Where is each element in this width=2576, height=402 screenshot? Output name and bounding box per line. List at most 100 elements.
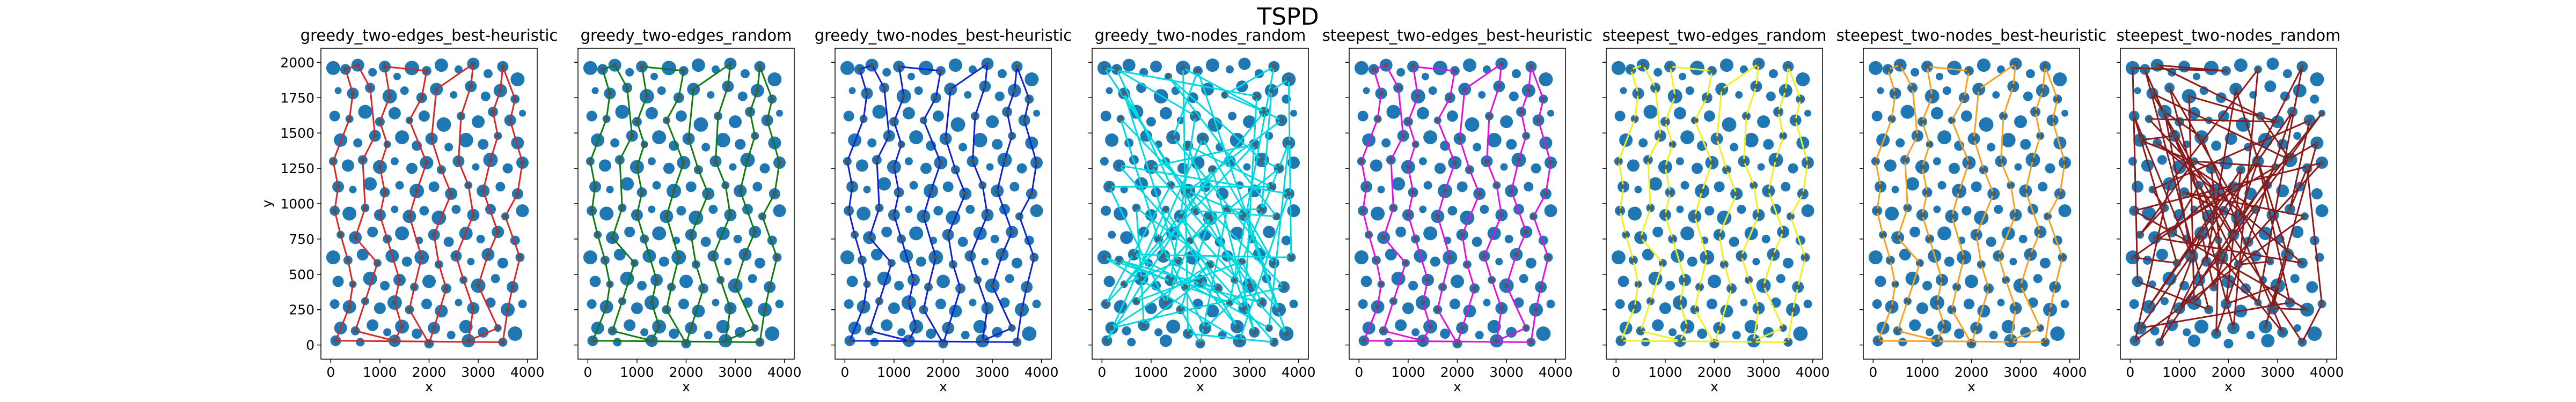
- tour-vertex: [1543, 191, 1548, 197]
- scatter-point: [1898, 338, 1907, 347]
- tour-vertex: [1766, 188, 1771, 193]
- scatter-point: [1803, 300, 1812, 309]
- tour-vertex: [887, 133, 892, 138]
- tour-vertex: [502, 214, 508, 219]
- tour-vertex: [2167, 85, 2172, 91]
- tour-vertex: [906, 338, 911, 344]
- tour-vertex: [1188, 238, 1193, 243]
- tour-vertex: [1915, 133, 1920, 138]
- x-tick-label: 3000: [2260, 364, 2295, 380]
- tour-vertex: [2236, 262, 2241, 267]
- tour-vertex: [1175, 259, 1181, 264]
- tour-vertex: [1254, 94, 1260, 99]
- scatter-point: [589, 276, 601, 287]
- tour-vertex: [385, 236, 390, 242]
- x-tick-label: 0: [1355, 364, 1363, 380]
- tour-vertex: [1893, 281, 1898, 287]
- tour-vertex: [767, 285, 772, 290]
- scatter-point: [1206, 304, 1219, 318]
- tour-vertex: [684, 341, 689, 346]
- scatter-points: [1868, 57, 2072, 348]
- scatter-point: [341, 159, 354, 172]
- tour-vertex: [2047, 307, 2053, 312]
- tour-vertex: [2040, 88, 2045, 93]
- tour-vertex: [1636, 281, 1641, 287]
- tour-vertex: [2169, 229, 2175, 235]
- scatter-point: [957, 236, 968, 247]
- tour-vertex: [1648, 299, 1653, 304]
- tour-vertex: [921, 117, 926, 123]
- tour-vertex: [691, 86, 696, 92]
- tour-vertex: [1949, 214, 1955, 219]
- scatter-point: [400, 86, 409, 95]
- tour-vertex: [748, 109, 753, 115]
- scatter-point: [1680, 181, 1689, 190]
- tour-vertex: [1632, 116, 1637, 122]
- x-tick-label: 2000: [1440, 364, 1475, 380]
- tour-vertex: [777, 160, 782, 166]
- scatter-point: [877, 177, 891, 191]
- scatter-point: [857, 206, 871, 221]
- scatter-point: [1871, 110, 1883, 122]
- scatter-point: [754, 257, 765, 269]
- scatter-point: [1960, 110, 1972, 122]
- scatter-point: [1381, 138, 1391, 148]
- scatter-point: [1706, 299, 1717, 310]
- tour-vertex: [1873, 159, 1878, 164]
- subplot-7: steepest_two-nodes_best-heuristic 0 1000 20…: [1836, 26, 2106, 394]
- scatter-point: [997, 69, 1007, 78]
- tour-vertex: [2214, 188, 2219, 193]
- tour-vertex: [1528, 339, 1534, 345]
- scatter-point: [2192, 72, 2200, 80]
- scatter-point: [1691, 162, 1703, 174]
- tour-vertex: [1227, 300, 1232, 306]
- scatter-point: [330, 299, 340, 309]
- tour-vertex: [911, 277, 917, 282]
- tour-vertex: [649, 338, 654, 344]
- scatter-point: [1230, 226, 1244, 240]
- tour-vertex: [1524, 133, 1529, 138]
- tour-vertex: [2023, 188, 2028, 193]
- scatter-point: [1781, 182, 1791, 192]
- x-tick-label: 1000: [2162, 364, 2197, 380]
- tour-vertex: [2010, 84, 2016, 89]
- scatter-point: [648, 205, 656, 213]
- scatter-point: [1033, 109, 1041, 117]
- tour-vertex: [1924, 64, 1930, 69]
- scatter-point: [2053, 72, 2067, 86]
- scatter-point: [1423, 226, 1438, 241]
- scatter-point: [1643, 105, 1658, 119]
- scatter-point: [1009, 182, 1020, 192]
- tour-vertex: [891, 164, 897, 169]
- tour-vertex: [331, 159, 336, 164]
- scatter-point: [1122, 326, 1131, 336]
- scatter-point: [1500, 115, 1513, 129]
- scatter-point: [950, 117, 965, 132]
- tour-vertex: [630, 133, 635, 138]
- scatter-point: [2310, 94, 2319, 104]
- tour-vertex: [963, 191, 968, 197]
- tour-vertex: [2155, 63, 2160, 68]
- scatter-point: [606, 185, 614, 193]
- scatter-point: [1159, 107, 1172, 120]
- scatter-point: [450, 91, 458, 99]
- scatter-point: [1708, 274, 1721, 288]
- tour-vertex: [2003, 277, 2009, 282]
- tour-vertex: [946, 325, 951, 331]
- tour-vertex: [438, 167, 444, 173]
- tour-vertex: [1621, 184, 1626, 189]
- tour-vertex: [520, 160, 525, 166]
- tour-vertex: [901, 94, 906, 99]
- tour-vertex: [488, 157, 493, 162]
- tour-vertex: [1457, 136, 1462, 142]
- scatter-point: [1611, 61, 1626, 75]
- tour-vertex: [1800, 191, 1805, 197]
- scatter-point: [388, 107, 401, 120]
- x-tick-label: 1000: [1391, 364, 1425, 380]
- tour-vertex: [407, 214, 412, 219]
- tour-vertex: [2008, 338, 2014, 344]
- y-tick-label: 0: [306, 338, 314, 353]
- scatter-point: [1986, 236, 1996, 247]
- scatter-point: [1145, 302, 1157, 315]
- scatter-point: [1428, 86, 1437, 95]
